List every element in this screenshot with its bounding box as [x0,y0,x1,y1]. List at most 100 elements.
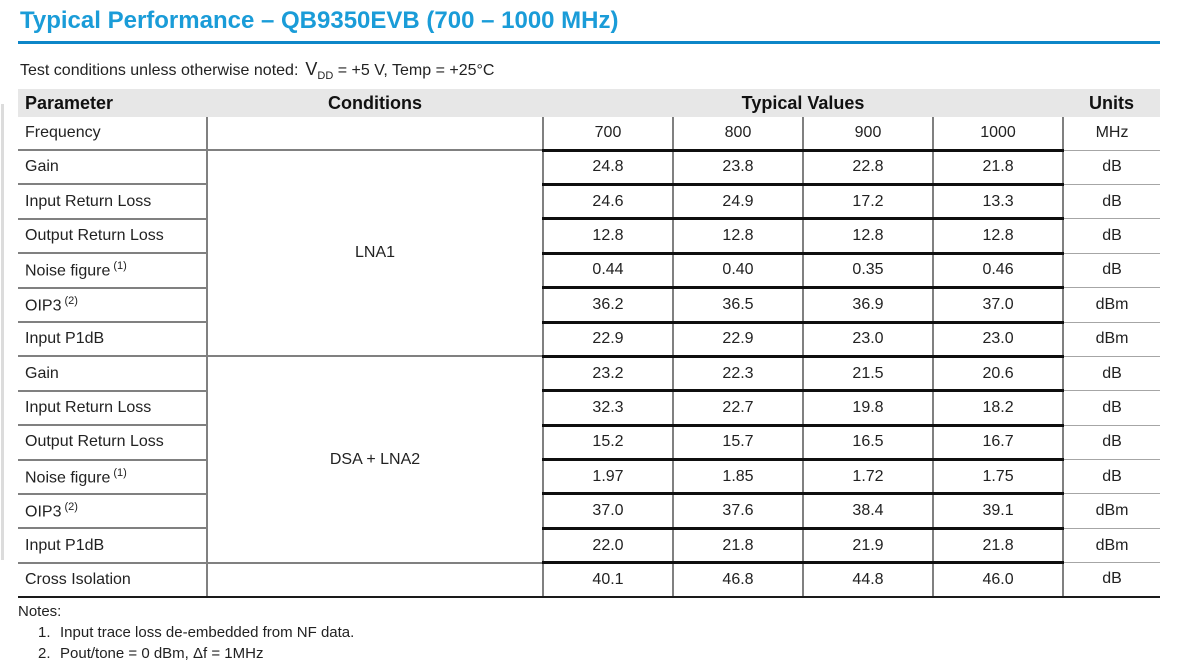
value-cell: 700 [543,117,674,152]
value-cell: 1.72 [803,459,934,496]
footnote-ref: (1) [113,466,127,479]
value-cell: 24.9 [673,184,804,221]
param-cell: Cross Isolation [18,562,208,598]
value-cell: 12.8 [673,218,804,255]
value-cell: 12.8 [543,218,674,255]
vdd-symbol: V [305,59,318,79]
value-cell: 13.3 [933,184,1065,221]
table-row: Noise figure (1) 1.97 1.85 1.72 1.75 dB [18,459,1161,496]
test-conditions-suffix: = +5 V, Temp = +25°C [333,62,495,79]
value-cell: 37.0 [543,493,674,530]
note-item: 2. Pout/tone = 0 dBm, Δf = 1MHz [38,643,1200,664]
value-cell: 44.8 [803,562,934,598]
unit-cell: dB [1063,459,1161,495]
page-title: Typical Performance – QB9350EVB (700 – 1… [18,8,1160,44]
param-cell: OIP3 (2) [18,493,208,530]
param-cell: Gain [18,150,208,186]
value-cell: 46.0 [933,562,1065,598]
param-cell: Output Return Loss [18,218,208,255]
value-cell: 19.8 [803,390,934,427]
unit-cell: MHz [1063,117,1161,151]
unit-cell: dB [1063,150,1161,185]
param-cell: Gain [18,356,208,392]
value-cell: 22.9 [673,322,804,358]
value-cell: 1.97 [543,459,674,496]
value-cell: 23.2 [543,356,674,393]
value-cell: 21.9 [803,528,934,565]
table-row: Gain LNA1 24.8 23.8 22.8 21.8 dB [18,149,1161,358]
value-cell: 21.8 [673,528,804,565]
param-label: OIP3 [25,503,62,521]
footnote-ref: (2) [64,294,78,307]
unit-cell: dB [1063,356,1161,392]
param-cell: Input P1dB [18,322,208,358]
unit-cell: dB [1063,184,1161,220]
table-row: Output Return Loss 12.8 12.8 12.8 12.8 d… [18,218,1161,255]
table-row: Output Return Loss 15.2 15.7 16.5 16.7 d… [18,425,1161,462]
value-cell: 46.8 [673,562,804,598]
value-cell: 22.3 [673,356,804,393]
value-cell: 16.5 [803,425,934,462]
typical-performance-table: Parameter Conditions Typical Values Unit… [18,89,1161,598]
param-cell: Frequency [18,117,208,152]
param-label: Noise figure [25,468,111,486]
unit-cell: dB [1063,390,1161,426]
unit-cell: dBm [1063,493,1161,529]
condition-cell-dsa-lna2: DSA + LNA2 [207,355,544,564]
table-row: OIP3 (2) 36.2 36.5 36.9 37.0 dBm [18,287,1161,324]
notes-section: Notes: 1. Input trace loss de-embedded f… [18,603,1200,664]
value-cell: 1.75 [933,459,1065,496]
param-cell: Input Return Loss [18,184,208,220]
value-cell: 18.2 [933,390,1065,427]
value-cell: 22.0 [543,528,674,565]
footnote-ref: (2) [64,501,78,514]
page-edge-artifact [1,104,4,560]
table-row: Cross Isolation 40.1 46.8 44.8 46.0 dB [18,562,1161,598]
value-cell: 21.5 [803,356,934,393]
param-label: Noise figure [25,262,111,280]
test-conditions-prefix: Test conditions unless otherwise noted: [20,62,299,79]
value-cell: 800 [673,117,804,152]
value-cell: 40.1 [543,562,674,598]
value-cell: 24.6 [543,184,674,221]
value-cell: 21.8 [933,150,1065,186]
value-cell: 0.40 [673,253,804,290]
value-cell: 37.0 [933,287,1065,324]
notes-label: Notes: [18,602,62,620]
table-row: Input Return Loss 32.3 22.7 19.8 18.2 dB [18,390,1161,427]
test-conditions-line: Test conditions unless otherwise noted: V… [20,59,1200,82]
table-row: Noise figure (1) 0.44 0.40 0.35 0.46 dB [18,253,1161,290]
unit-cell: dB [1063,562,1161,598]
param-cell: Noise figure (1) [18,253,208,289]
param-cell: Input Return Loss [18,390,208,427]
param-cell: OIP3 (2) [18,287,208,324]
value-cell: 0.44 [543,253,674,290]
note-text: Input trace loss de-embedded from NF dat… [60,623,355,641]
table-row: Gain DSA + LNA2 23.2 22.3 21.5 20.6 dB [18,355,1161,564]
value-cell: 23.0 [803,322,934,358]
table-header-row: Parameter Conditions Typical Values Unit… [18,89,1161,118]
note-number: 1. [38,623,51,641]
value-cell: 23.8 [673,150,804,186]
unit-cell: dBm [1063,528,1161,564]
value-cell: 24.8 [543,150,674,186]
value-cell: 900 [803,117,934,152]
value-cell: 22.8 [803,150,934,186]
value-cell: 0.35 [803,253,934,290]
param-label: OIP3 [25,297,62,314]
header-units: Units [1063,89,1161,118]
table-row: Input P1dB 22.9 22.9 23.0 23.0 dBm [18,322,1161,358]
param-cell: Output Return Loss [18,425,208,461]
value-cell: 20.6 [933,356,1065,393]
value-cell: 37.6 [673,493,804,530]
value-cell: 15.2 [543,425,674,462]
footnote-ref: (1) [113,260,127,273]
param-cell: Noise figure (1) [18,459,208,495]
value-cell: 22.9 [543,322,674,358]
value-cell: 36.2 [543,287,674,324]
unit-cell: dBm [1063,322,1161,357]
table-row: Input Return Loss 24.6 24.9 17.2 13.3 dB [18,184,1161,221]
value-cell: 36.9 [803,287,934,324]
value-cell: 1.85 [673,459,804,496]
header-conditions: Conditions [207,89,543,118]
